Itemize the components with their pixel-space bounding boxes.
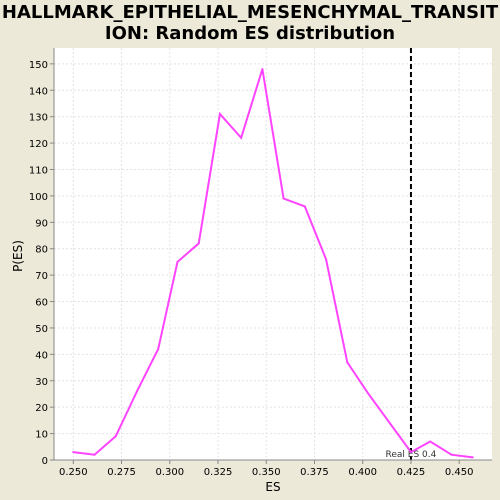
chart-title-line2: ION: Random ES distribution — [105, 23, 395, 44]
y-tick-label: 70 — [35, 271, 48, 282]
y-tick-label: 120 — [29, 139, 48, 150]
data-point — [261, 68, 264, 71]
chart-title-line1: HALLMARK_EPITHELIAL_MESENCHYMAL_TRANSIT — [2, 2, 499, 23]
y-tick-label: 80 — [35, 245, 48, 256]
y-tick-label: 50 — [35, 324, 48, 335]
y-axis: 0 10 20 30 40 50 60 70 80 90 100 110 120 130 140 150 — [29, 60, 54, 467]
plot-area — [54, 48, 492, 460]
y-tick-label: 110 — [29, 165, 48, 176]
data-point — [346, 361, 349, 364]
series-layer — [72, 68, 474, 459]
data-point — [325, 258, 328, 261]
data-point — [388, 422, 391, 425]
data-point — [429, 440, 432, 443]
x-tick-label: 0.375 — [300, 467, 329, 478]
x-axis-label: ES — [265, 480, 280, 494]
x-axis: 0.250 0.275 0.300 0.325 0.350 0.375 0.400 0.425… — [59, 460, 474, 478]
x-tick-label: 0.325 — [204, 467, 233, 478]
y-tick-label: 40 — [35, 350, 48, 361]
annotation-layer: Real ES 0.4 — [386, 48, 437, 460]
data-point — [93, 453, 96, 456]
data-point — [471, 456, 474, 459]
x-tick-label: 0.350 — [252, 467, 281, 478]
data-point — [176, 260, 179, 263]
data-point — [135, 390, 138, 393]
y-tick-label: 130 — [29, 113, 48, 124]
data-point — [409, 451, 412, 454]
y-tick-label: 30 — [35, 377, 48, 388]
data-point — [72, 451, 75, 454]
data-point — [197, 242, 200, 245]
y-tick-label: 90 — [35, 218, 48, 229]
y-tick-label: 10 — [35, 430, 48, 441]
data-point — [218, 113, 221, 116]
x-tick-label: 0.425 — [397, 467, 426, 478]
data-point — [303, 205, 306, 208]
y-tick-label: 60 — [35, 298, 48, 309]
data-point — [282, 197, 285, 200]
data-point — [240, 136, 243, 139]
x-tick-label: 0.250 — [59, 467, 88, 478]
x-tick-label: 0.400 — [348, 467, 377, 478]
x-tick-label: 0.300 — [155, 467, 184, 478]
y-tick-label: 0 — [42, 456, 48, 467]
data-point — [450, 453, 453, 456]
y-tick-label: 20 — [35, 403, 48, 414]
data-point — [157, 348, 160, 351]
real-es-label: Real ES 0.4 — [386, 450, 437, 460]
y-tick-label: 150 — [29, 60, 48, 71]
gridlines — [54, 48, 492, 461]
x-tick-label: 0.450 — [445, 467, 474, 478]
y-tick-label: 140 — [29, 86, 48, 97]
x-tick-label: 0.275 — [107, 467, 136, 478]
series-line — [73, 68, 473, 459]
data-point — [367, 392, 370, 395]
y-tick-label: 100 — [29, 192, 48, 203]
y-axis-label: P(ES) — [11, 240, 25, 272]
data-point — [114, 435, 117, 438]
